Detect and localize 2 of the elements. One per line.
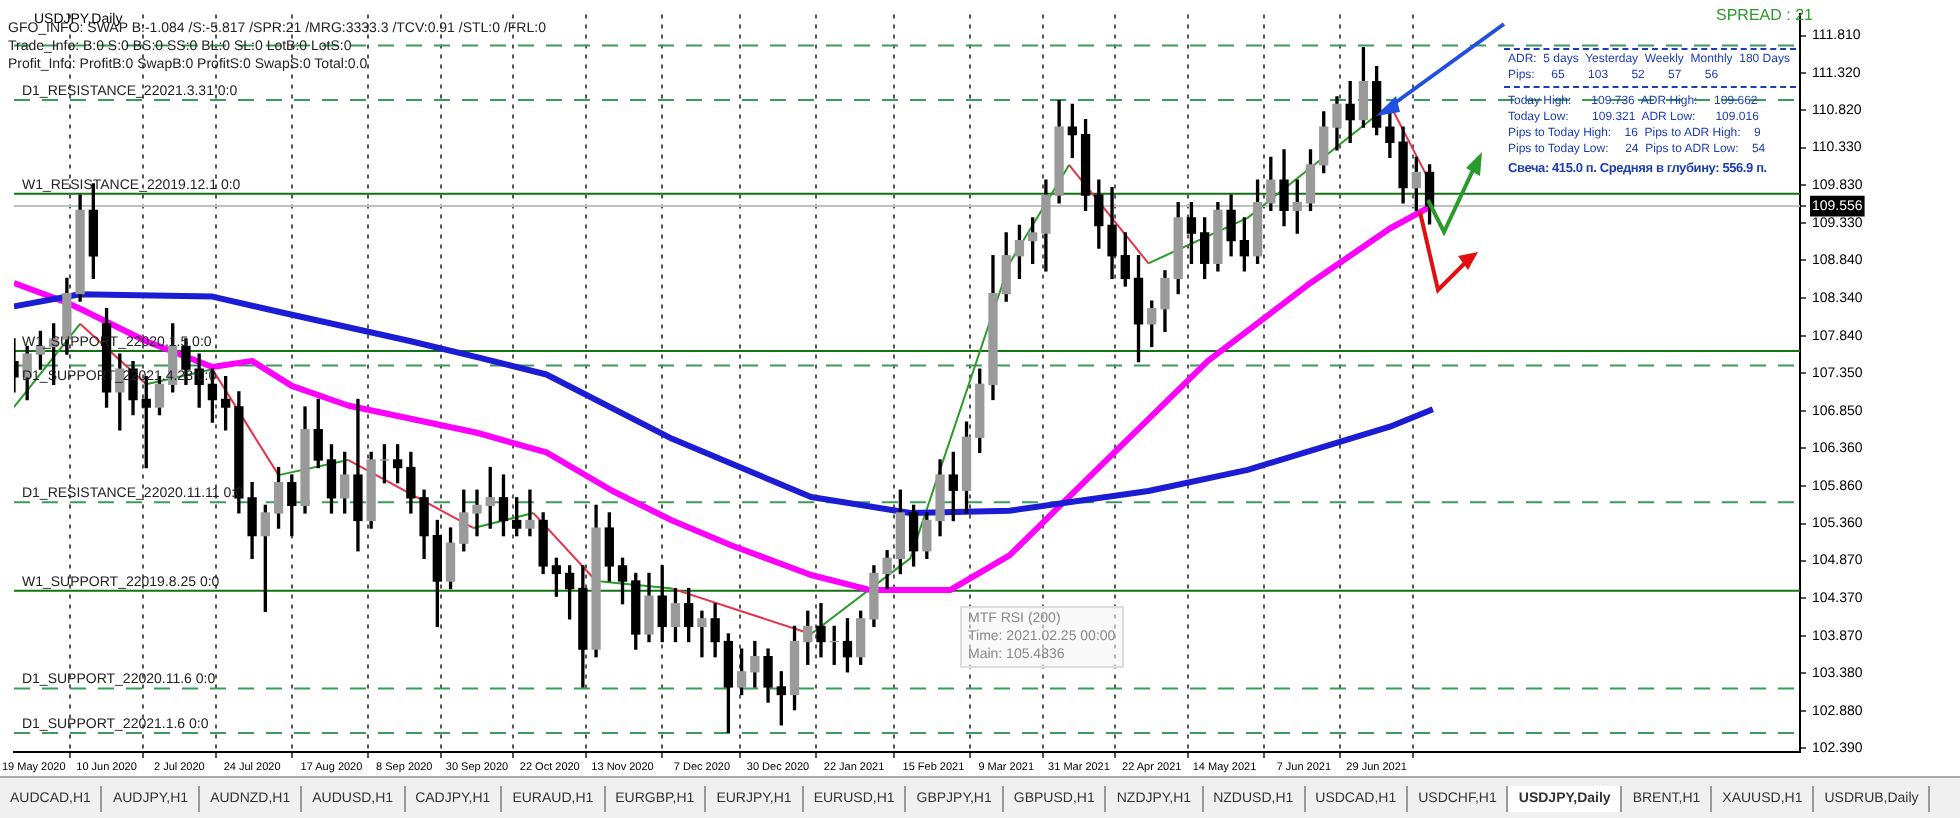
candlestick: [472, 489, 482, 537]
annotation: SPREAD : 21: [1716, 6, 1813, 24]
